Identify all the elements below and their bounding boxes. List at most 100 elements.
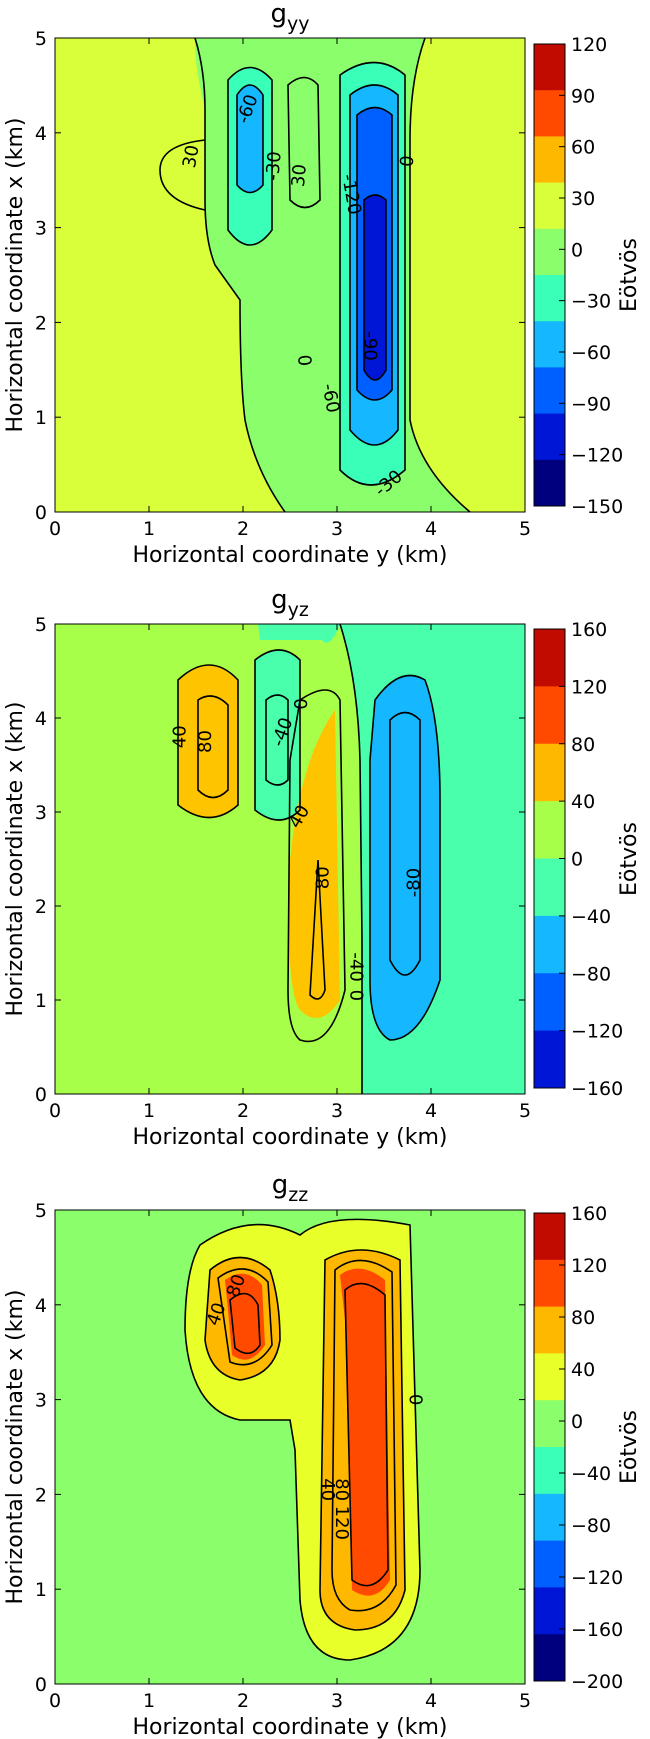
- contour-label: 30: [288, 163, 311, 188]
- y-tick-label: 4: [35, 123, 47, 145]
- contour-line-0-right: [409, 37, 471, 513]
- y-tick-label: 2: [35, 312, 47, 334]
- colorbar-tick-label: −40: [571, 1463, 611, 1485]
- colorbar-segment: [534, 1493, 565, 1542]
- y-tick-label: 1: [35, 990, 47, 1012]
- colorbar-segment: [534, 136, 565, 184]
- plot-frame: [54, 623, 526, 1095]
- contour-label: 80: [195, 730, 216, 753]
- chart-title-main: g: [272, 1170, 289, 1200]
- x-tick-label: 1: [143, 1690, 155, 1712]
- contour-label: -60: [318, 382, 344, 415]
- contour-label: 80: [312, 866, 333, 889]
- colorbar-segment: [534, 1030, 565, 1089]
- contour-line-40-left: [204, 1256, 281, 1381]
- colorbar-segment: [534, 1447, 565, 1495]
- colorbar-tick-label: −120: [571, 1021, 623, 1043]
- colorbar-tick-label: 80: [571, 1307, 595, 1329]
- colorbar-segment: [534, 275, 565, 322]
- contour-line-0-outer: [194, 37, 286, 513]
- x-tick-label: 2: [237, 518, 249, 540]
- contour-line-30-left: [159, 139, 206, 211]
- colorbar-tick-label: 160: [571, 1203, 607, 1225]
- x-tick-label: 0: [49, 1100, 61, 1122]
- y-tick-label: 0: [35, 1084, 47, 1106]
- x-tick-label: 2: [237, 1100, 249, 1122]
- x-axis-label: Horizontal coordinate y (km): [132, 543, 447, 568]
- y-tick-label: 5: [35, 614, 47, 636]
- x-tick-label: 0: [49, 1690, 61, 1712]
- y-tick-label: 2: [35, 1484, 47, 1506]
- colorbar-tick-label: 30: [571, 188, 595, 210]
- colorbar-segment: [534, 228, 565, 276]
- x-tick-label: 5: [519, 1690, 531, 1712]
- x-tick-label: 2: [237, 1690, 249, 1712]
- contour-fill-80-right: [340, 1268, 390, 1596]
- colorbar-tick-label: 0: [571, 1411, 583, 1433]
- y-axis-label: Horizontal coordinate x (km): [3, 1289, 28, 1604]
- colorbar-tick-label: −30: [571, 291, 611, 313]
- contour-label: 0: [345, 990, 366, 1001]
- contour-fill-40-left: [178, 665, 238, 818]
- colorbar-segment: [534, 1587, 565, 1635]
- contour-lines: [184, 1218, 421, 1661]
- chart-title-subscript: zz: [288, 1184, 308, 1206]
- colorbar-segment: [534, 1634, 565, 1682]
- contour-line-40-mid: [287, 689, 346, 1043]
- colorbar-tick-label: −120: [571, 1567, 623, 1589]
- colorbar-label: Eötvös: [617, 238, 642, 312]
- plot-frame: [54, 37, 526, 513]
- contour-line-neg30-left: [227, 66, 273, 246]
- colorbar-segment: [534, 1353, 565, 1401]
- colorbar-segment: [534, 321, 565, 368]
- x-tick-label: 3: [331, 1100, 343, 1122]
- chart-title-subscript: yy: [287, 13, 310, 35]
- contour-line-neg30-right: [339, 61, 406, 486]
- colorbar-tick-label: 60: [571, 137, 595, 159]
- contour-label: 0: [397, 155, 419, 168]
- x-tick-label: 1: [143, 518, 155, 540]
- colorbar: 160 120 80 40 0 −40 −80 −120 −160: [533, 619, 623, 1100]
- colorbar: 160 120 80 40 0 −40 −80 −120 −160 −200: [533, 1203, 623, 1693]
- colorbar-segment: [534, 1540, 565, 1588]
- colorbar-tick-label: 0: [571, 239, 583, 261]
- colorbar-segment: [534, 629, 565, 687]
- colorbar-segment: [534, 1213, 565, 1261]
- y-tick-label: 3: [35, 1390, 47, 1412]
- colorbar-tick-label: 80: [571, 734, 595, 756]
- colorbar-frame: [533, 1212, 566, 1682]
- colorbar-tick-label: −200: [571, 1671, 623, 1693]
- colorbar-tick-label: −60: [571, 342, 611, 364]
- y-tick-label: 1: [35, 1579, 47, 1601]
- colorbar-segment: [534, 686, 565, 745]
- colorbar-frame: [533, 43, 566, 507]
- axes: 0 1 2 3 4 5 0 1 2 3 4 5: [35, 28, 531, 540]
- contour-label: 80: [331, 1478, 352, 1501]
- x-tick-label: 5: [519, 518, 531, 540]
- y-tick-label: 0: [35, 502, 47, 524]
- contour-line-80-left: [197, 695, 229, 799]
- colorbar-tick-label: −120: [571, 445, 623, 467]
- colorbar-tick-label: 120: [571, 34, 607, 56]
- colorbar-segment: [534, 915, 565, 974]
- contour-fill-neg120-right: [364, 195, 386, 380]
- contour-label: 30: [179, 143, 204, 169]
- x-tick-label: 4: [425, 518, 437, 540]
- y-tick-label: 3: [35, 802, 47, 824]
- contour-lines: [159, 37, 471, 513]
- contour-fill-40-mid: [288, 710, 340, 1018]
- x-axis-label: Horizontal coordinate y (km): [132, 1715, 447, 1739]
- contour-fill-neg60-left: [237, 85, 263, 193]
- colorbar-tick-label: 40: [571, 791, 595, 813]
- colorbar-segment: [534, 1400, 565, 1448]
- contour-label: 0: [295, 354, 317, 367]
- contour-line-0-vertical: [339, 623, 363, 1094]
- y-tick-label: 2: [35, 896, 47, 918]
- contour-line-80-right: [331, 1259, 397, 1612]
- axes: 0 1 2 3 4 5 0 1 2 3 4 5: [35, 1200, 531, 1712]
- chart-title-main: g: [271, 585, 288, 615]
- contour-line-40-right: [319, 1249, 406, 1631]
- contour-line-80-mid: [309, 859, 326, 1000]
- colorbar-segment: [534, 413, 565, 461]
